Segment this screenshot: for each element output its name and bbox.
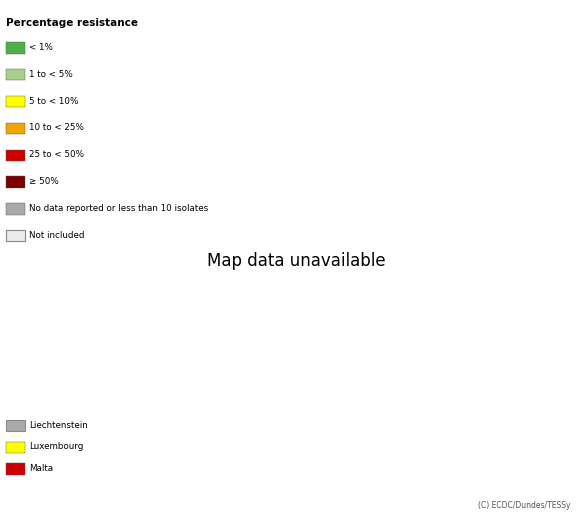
Bar (6, 442, 25, 453)
Bar (6, 230, 25, 241)
Text: Luxembourg: Luxembourg (29, 442, 83, 452)
Bar (6, 42, 25, 54)
Text: Not included: Not included (29, 231, 85, 240)
Text: Percentage resistance: Percentage resistance (6, 18, 138, 28)
Bar (6, 69, 25, 80)
Bar (6, 176, 25, 188)
Text: No data reported or less than 10 isolates: No data reported or less than 10 isolate… (29, 204, 208, 213)
Text: 25 to < 50%: 25 to < 50% (29, 150, 84, 159)
Text: (C) ECDC/Dundes/TESSy: (C) ECDC/Dundes/TESSy (478, 501, 570, 510)
Text: Liechtenstein: Liechtenstein (29, 421, 87, 430)
Bar (6, 203, 25, 215)
Bar (6, 420, 25, 431)
Bar (6, 96, 25, 107)
Text: 10 to < 25%: 10 to < 25% (29, 123, 84, 133)
Bar (6, 463, 25, 475)
Text: < 1%: < 1% (29, 43, 53, 52)
Bar (6, 150, 25, 161)
Text: 5 to < 10%: 5 to < 10% (29, 96, 78, 106)
Text: Malta: Malta (29, 464, 53, 473)
Bar (6, 123, 25, 134)
Text: Map data unavailable: Map data unavailable (207, 252, 386, 269)
Text: 1 to < 5%: 1 to < 5% (29, 70, 73, 79)
Text: ≥ 50%: ≥ 50% (29, 177, 58, 186)
